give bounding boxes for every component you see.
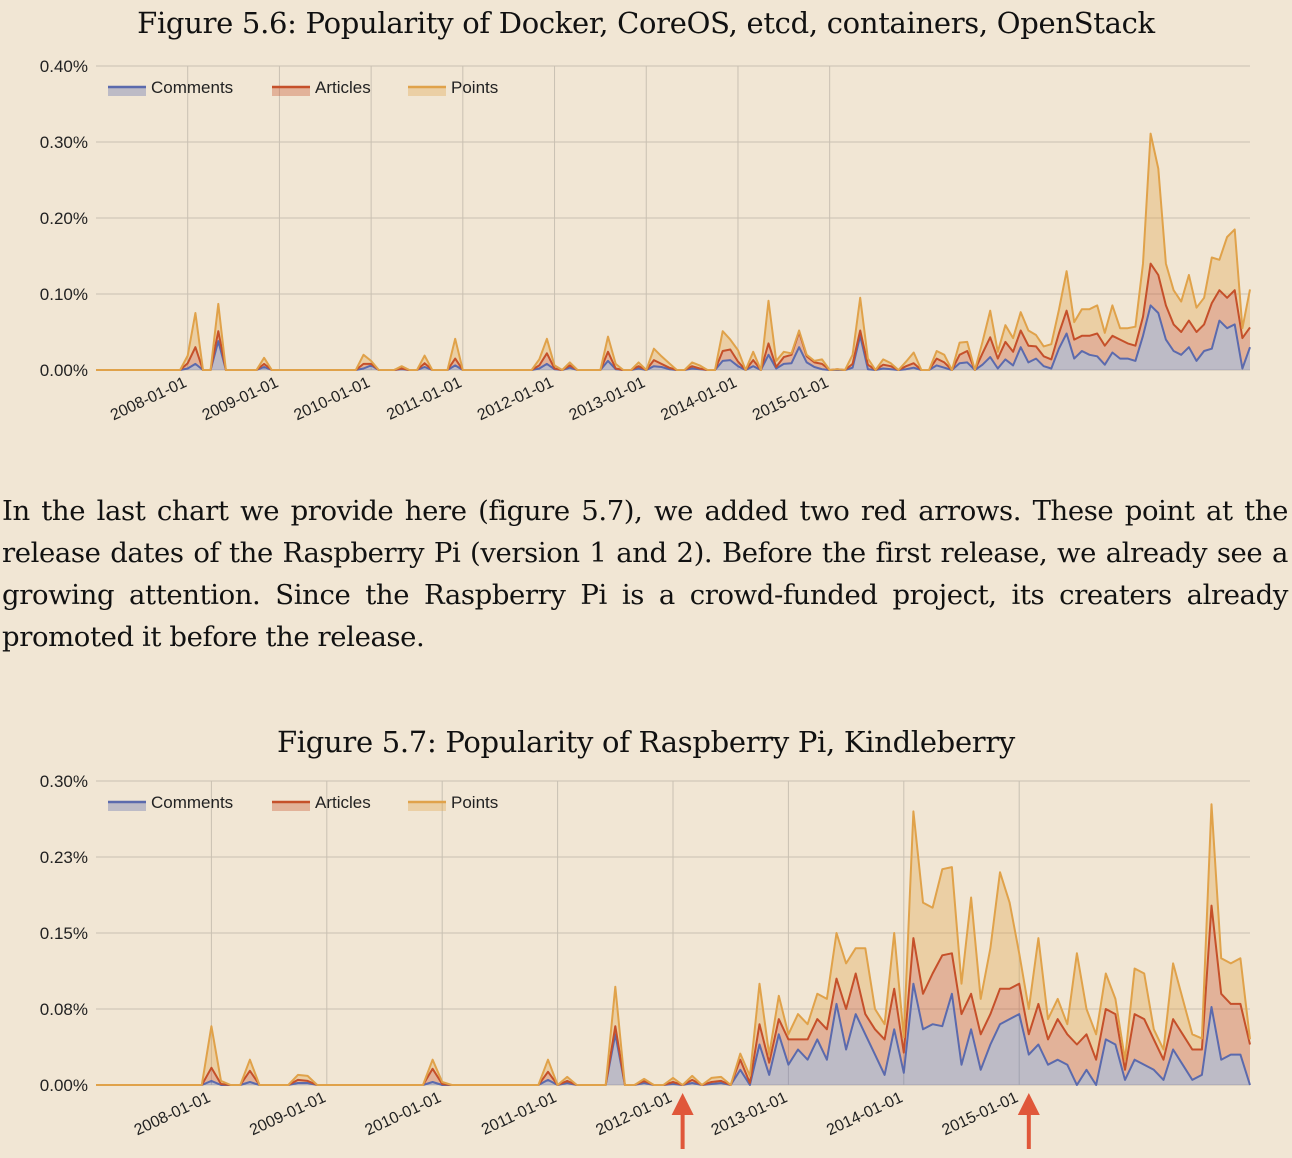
legend-swatch [108, 87, 146, 96]
series-area-comments [96, 983, 1250, 1085]
x-tick-label: 2009-01-01 [200, 374, 281, 424]
legend-swatch [272, 802, 310, 811]
legend-swatch [408, 802, 446, 811]
figure-title: Figure 5.6: Popularity of Docker, CoreOS… [137, 6, 1155, 40]
y-tick-label: 0.08% [40, 1000, 88, 1019]
legend: Comments Articles Points [108, 793, 498, 812]
y-tick-label: 0.00% [40, 1076, 88, 1095]
legend-item-articles: Articles [272, 793, 371, 812]
y-tick-label: 0.15% [40, 924, 88, 943]
y-tick-label: 0.23% [40, 848, 88, 867]
legend-swatch [272, 87, 310, 96]
body-paragraph: In the last chart we provide here (figur… [2, 495, 1288, 653]
series-line-points [96, 803, 1251, 1086]
x-tick-label: 2010-01-01 [363, 1089, 444, 1139]
legend-label: Points [451, 793, 498, 812]
x-tick-label: 2014-01-01 [658, 374, 739, 424]
x-tick-label: 2008-01-01 [132, 1089, 213, 1139]
legend: Comments Articles Points [108, 78, 498, 97]
x-tick-label: 2013-01-01 [567, 374, 648, 424]
series-line-points [96, 132, 1251, 371]
figure-title: Figure 5.7: Popularity of Raspberry Pi, … [276, 725, 1016, 759]
series-areas [96, 803, 1251, 1086]
legend-swatch [408, 87, 446, 96]
y-tick-label: 0.40% [40, 57, 88, 76]
series-areas [96, 132, 1251, 371]
legend-item-articles: Articles [272, 78, 371, 97]
series-area-articles [96, 263, 1250, 370]
legend-item-comments: Comments [108, 793, 233, 812]
legend-item-points: Points [408, 793, 498, 812]
x-tick-label: 2012-01-01 [475, 374, 556, 424]
series-area-points [96, 804, 1250, 1085]
y-tick-label: 0.20% [40, 209, 88, 228]
y-tick-label: 0.30% [40, 133, 88, 152]
area-chart-docker: 0.40% 0.30% 0.20% 0.10% 0.00% 2008-01-01 2009-… [40, 57, 1251, 424]
legend-label: Articles [315, 78, 371, 97]
legend-label: Comments [151, 793, 233, 812]
release-arrow [1017, 1093, 1040, 1149]
x-tick-label: 2009-01-01 [247, 1089, 328, 1139]
x-tick-label: 2015-01-01 [940, 1089, 1021, 1139]
x-tick-label: 2014-01-01 [824, 1089, 905, 1139]
x-tick-label: 2011-01-01 [384, 374, 464, 424]
series-area-points [96, 133, 1250, 370]
legend-label: Comments [151, 78, 233, 97]
x-tick-label: 2015-01-01 [750, 374, 831, 424]
x-tick-label: 2013-01-01 [709, 1089, 790, 1139]
legend-label: Articles [315, 793, 371, 812]
x-tick-label: 2008-01-01 [108, 374, 189, 424]
release-arrow [671, 1093, 694, 1149]
x-tick-label: 2010-01-01 [291, 374, 372, 424]
y-tick-label: 0.30% [40, 772, 88, 791]
legend-item-points: Points [408, 78, 498, 97]
legend-label: Points [451, 78, 498, 97]
legend-item-comments: Comments [108, 78, 233, 97]
x-tick-label: 2011-01-01 [479, 1089, 559, 1139]
x-tick-label: 2012-01-01 [593, 1089, 674, 1139]
y-tick-label: 0.00% [40, 361, 88, 380]
series-area-comments [96, 305, 1250, 370]
y-tick-label: 0.10% [40, 285, 88, 304]
area-chart-raspberry-pi: 0.30% 0.23% 0.15% 0.08% 0.00% 2008-01-01 2009-… [40, 772, 1251, 1149]
series-area-articles [96, 905, 1250, 1085]
legend-swatch [108, 802, 146, 811]
